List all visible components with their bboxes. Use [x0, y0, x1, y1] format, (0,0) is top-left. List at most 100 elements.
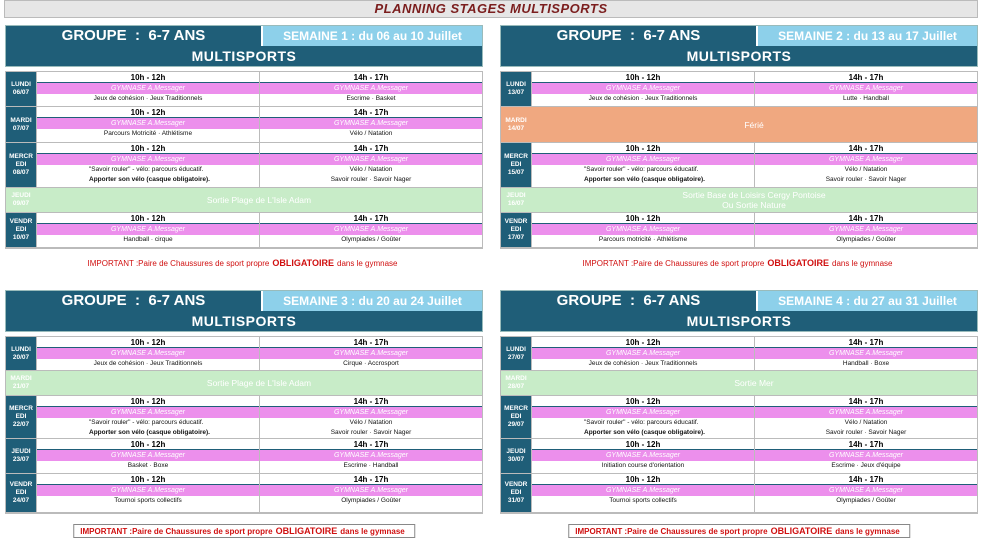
slot-time: 14h - 17h	[260, 439, 482, 450]
slot-time: 14h - 17h	[260, 143, 482, 154]
slot-time: 14h - 17h	[260, 107, 482, 118]
notice-strong: OBLIGATOIRE	[767, 258, 830, 268]
slot-time: 14h - 17h	[755, 213, 977, 224]
day-label: MARDI 21/07	[6, 371, 36, 395]
time-slot: 10h - 12h GYMNASE A.Messager Handball · ci…	[36, 213, 259, 247]
outing-cell: Sortie Plage de L'Isle Adam	[36, 188, 482, 212]
outing-text: Sortie Plage de L'Isle Adam	[206, 195, 312, 205]
day-date: 14/07	[507, 124, 525, 132]
slot-place: GYMNASE A.Messager	[755, 450, 977, 461]
day-row: VENDREDI 24/07 10h - 12h GYMNASE A.Messager…	[6, 474, 482, 513]
day-date: 17/07	[507, 234, 525, 241]
holiday-cell: Férié	[531, 107, 977, 142]
time-slot: 10h - 12h GYMNASE A.Messager Basket · Boxe	[36, 439, 259, 473]
slot-note: Apporter son vélo (casque obligatoire).	[584, 176, 705, 183]
day-row: JEUDI 16/07 Sortie Base de Loisirs Cergy P…	[501, 188, 977, 213]
slot-note: Apporter son vélo (casque obligatoire).	[584, 429, 705, 436]
notice: IMPORTANT :Paire de Chaussures de sport …	[582, 258, 895, 268]
slot-place: GYMNASE A.Messager	[532, 348, 754, 359]
time-slot: 14h - 17h GYMNASE A.Messager Cirque · Accr…	[259, 337, 482, 370]
slot-time: 10h - 12h	[532, 396, 754, 407]
slot-activity: "Savoir rouler" - vélo: parcours éducati…	[584, 166, 699, 173]
slot-activity: Parcours motricité · Athlétisme	[598, 236, 688, 243]
day-row: JEUDI 30/07 10h - 12h GYMNASE A.Messager Ini…	[501, 439, 977, 474]
day-row: VENDREDI 10/07 10h - 12h GYMNASE A.Messager…	[6, 213, 482, 248]
schedule-table: LUNDI 13/07 10h - 12h GYMNASE A.Messager Jeu…	[500, 71, 978, 249]
time-slot: 14h - 17h GYMNASE A.Messager Vélo / Natati…	[259, 107, 482, 142]
activity-label: MULTISPORTS	[501, 46, 977, 66]
day-name: VENDREDI	[504, 481, 528, 496]
day-date: 20/07	[12, 353, 30, 361]
slot-place: GYMNASE A.Messager	[532, 407, 754, 418]
day-label: MERCREDI 29/07	[501, 396, 531, 438]
day-name: MARDI	[505, 375, 527, 382]
slot-activity: Savoir rouler · Savoir Nager	[825, 429, 907, 436]
day-row: JEUDI 09/07 Sortie Plage de L'Isle Adam	[6, 188, 482, 213]
outing-text: Ou Sortie Nature	[722, 200, 786, 210]
slot-place: GYMNASE A.Messager	[755, 154, 977, 165]
time-slot: 10h - 12h GYMNASE A.Messager Jeux de cohés…	[531, 337, 754, 370]
time-slot: 14h - 17h GYMNASE A.Messager Olympiades / …	[754, 474, 977, 512]
notice-lead: IMPORTANT :Paire de Chaussures de sport …	[575, 527, 768, 536]
time-slot: 10h - 12h GYMNASE A.Messager "Savoir roule…	[36, 396, 259, 438]
day-date: 27/07	[507, 353, 525, 361]
slot-time: 14h - 17h	[260, 396, 482, 407]
day-row: MERCREDI 08/07 10h - 12h GYMNASE A.Messager…	[6, 143, 482, 188]
slot-activity: Savoir rouler · Savoir Nager	[330, 176, 412, 183]
day-row: JEUDI 23/07 10h - 12h GYMNASE A.Messager Bas…	[6, 439, 482, 474]
slot-time: 10h - 12h	[37, 439, 259, 450]
day-row: LUNDI 06/07 10h - 12h GYMNASE A.Messager Jeu…	[6, 72, 482, 107]
time-slot: 10h - 12h GYMNASE A.Messager Jeux de cohés…	[36, 337, 259, 370]
slot-place: GYMNASE A.Messager	[37, 450, 259, 461]
group-label: GROUPE : 6-7 ANS	[501, 26, 756, 46]
day-row: MARDI 28/07 Sortie Mer	[501, 371, 977, 396]
day-date: 09/07	[12, 200, 30, 207]
slot-activity: Vélo / Natation	[844, 166, 888, 173]
slot-activity: Escrime · Basket	[346, 95, 396, 102]
slot-activity: Basket · Boxe	[127, 462, 169, 469]
schedule-table: LUNDI 27/07 10h - 12h GYMNASE A.Messager Jeu…	[500, 336, 978, 514]
group-label: GROUPE : 6-7 ANS	[6, 26, 261, 46]
outing-cell: Sortie Plage de L'Isle Adam	[36, 371, 482, 395]
slot-time: 10h - 12h	[37, 107, 259, 118]
time-slot: 14h - 17h GYMNASE A.Messager Handball · Bo…	[754, 337, 977, 370]
slot-activity: Olympiades / Goûter	[836, 497, 896, 504]
slot-time: 10h - 12h	[37, 474, 259, 485]
outing-cell: Sortie Mer	[531, 371, 977, 395]
slot-activity: Escrime · Jeux d'équipe	[831, 462, 901, 469]
day-name: JEUDI	[11, 192, 31, 199]
slot-time: 10h - 12h	[532, 143, 754, 154]
slot-time: 10h - 12h	[532, 439, 754, 450]
page-title: PLANNING STAGES MULTISPORTS	[4, 0, 978, 18]
day-name: JEUDI	[11, 448, 31, 455]
slot-place: GYMNASE A.Messager	[37, 154, 259, 165]
time-slot: 10h - 12h GYMNASE A.Messager Initiation co…	[531, 439, 754, 473]
day-label: VENDREDI 24/07	[6, 474, 36, 512]
time-slot: 14h - 17h GYMNASE A.Messager Vélo / Natati…	[754, 396, 977, 438]
day-label: JEUDI 16/07	[501, 188, 531, 212]
day-date: 31/07	[507, 497, 525, 504]
slot-time: 14h - 17h	[755, 396, 977, 407]
slot-activity: Vélo / Natation	[349, 419, 393, 426]
notice: IMPORTANT :Paire de Chaussures de sport …	[73, 524, 415, 538]
panel-header: GROUPE : 6-7 ANS SEMAINE 1 : du 06 au 10 …	[5, 25, 483, 67]
day-date: 06/07	[12, 89, 30, 96]
group-label: GROUPE : 6-7 ANS	[6, 291, 261, 311]
slot-place: GYMNASE A.Messager	[260, 485, 482, 496]
schedule-table: LUNDI 06/07 10h - 12h GYMNASE A.Messager Jeu…	[5, 71, 483, 249]
day-label: LUNDI 06/07	[6, 72, 36, 106]
time-slot: 14h - 17h GYMNASE A.Messager Olympiades / …	[259, 213, 482, 247]
day-row: VENDREDI 31/07 10h - 12h GYMNASE A.Messager…	[501, 474, 977, 513]
header-row: GROUPE : 6-7 ANS SEMAINE 4 : du 27 au 31 …	[501, 291, 977, 311]
time-slot: 14h - 17h GYMNASE A.Messager Escrime · Han…	[259, 439, 482, 473]
slot-time: 10h - 12h	[37, 72, 259, 83]
day-label: VENDREDI 17/07	[501, 213, 531, 247]
day-row: LUNDI 20/07 10h - 12h GYMNASE A.Messager Jeu…	[6, 337, 482, 371]
slot-place: GYMNASE A.Messager	[37, 407, 259, 418]
slot-place: GYMNASE A.Messager	[37, 348, 259, 359]
time-slot: 14h - 17h GYMNASE A.Messager Lutte · Handb…	[754, 72, 977, 106]
week-panel: GROUPE : 6-7 ANS SEMAINE 2 : du 13 au 17 …	[500, 25, 978, 249]
notice-tail: dans le gymnase	[832, 259, 893, 268]
outing-text: Sortie Base de Loisirs Cergy Pontoise	[682, 190, 826, 200]
